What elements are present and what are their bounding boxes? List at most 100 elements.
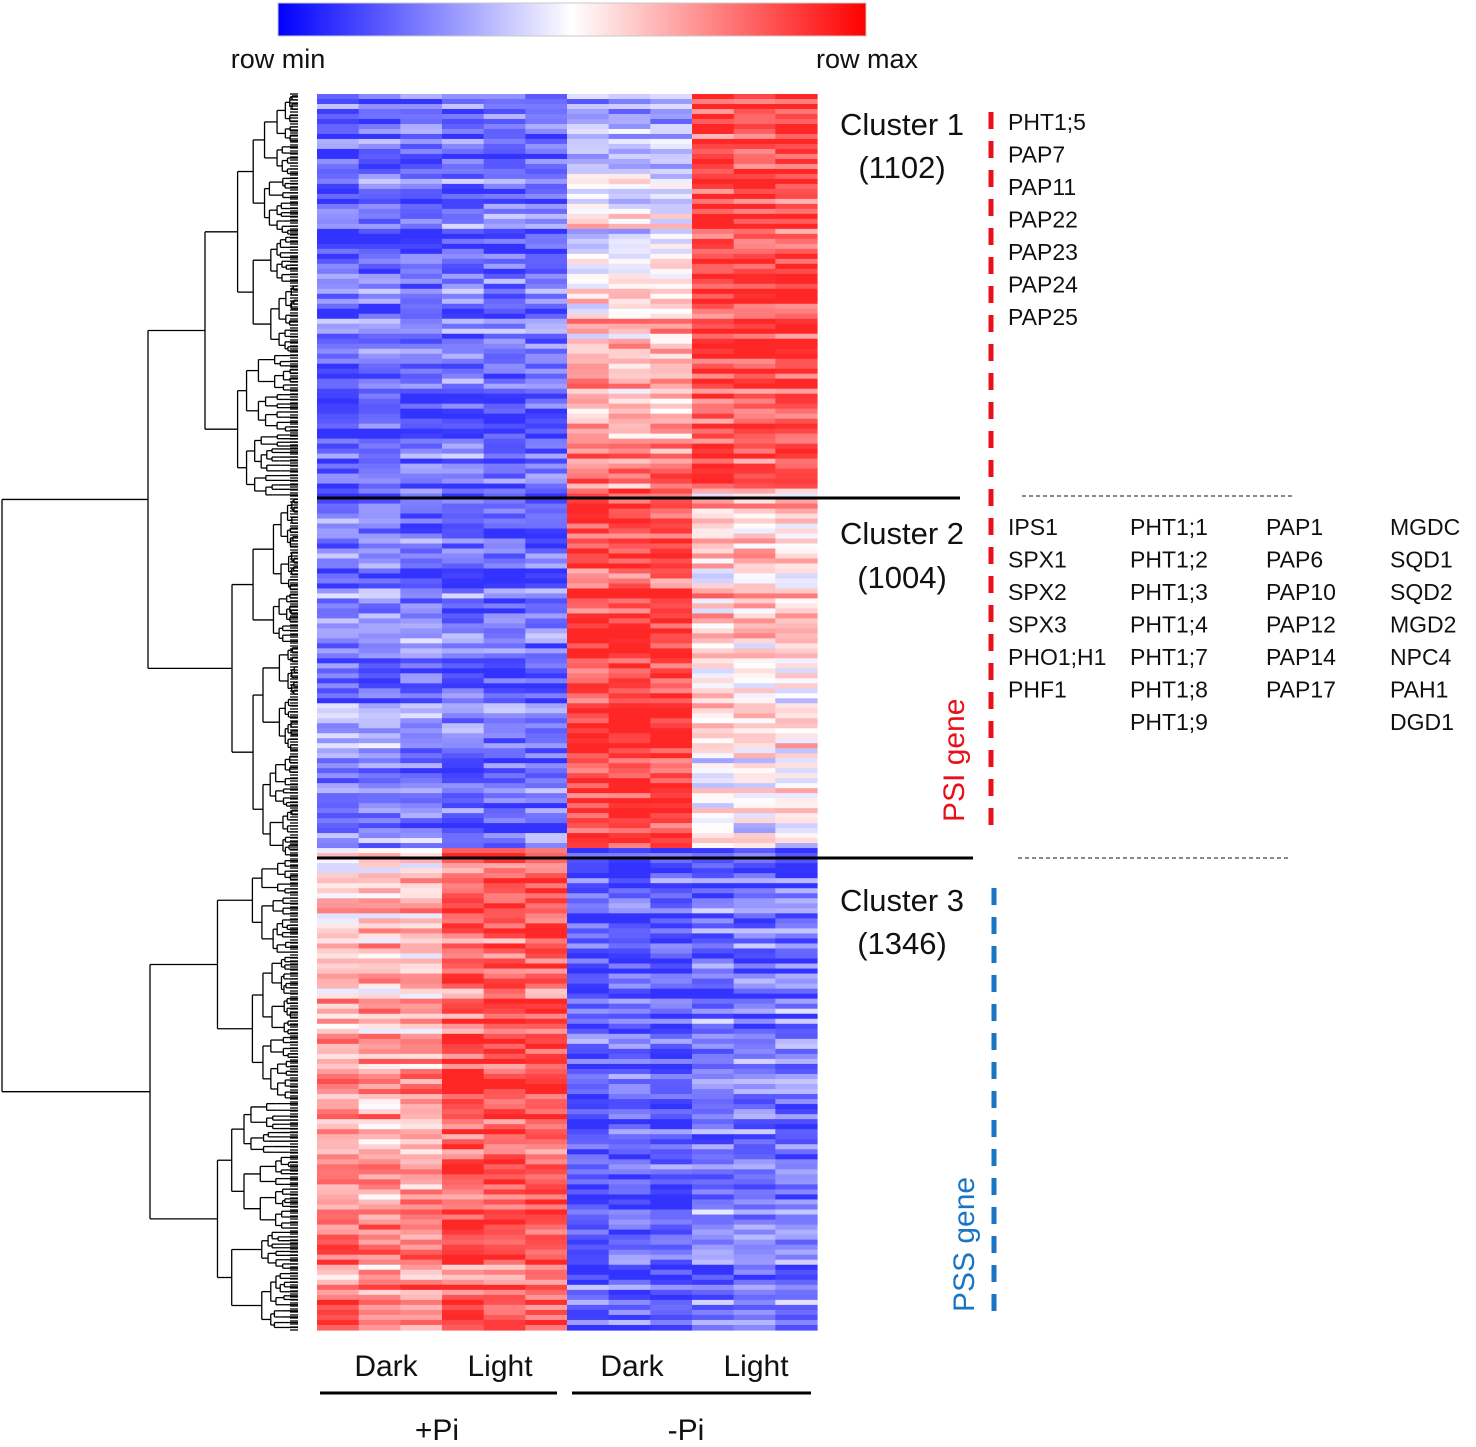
heatmap-cell — [400, 108, 443, 115]
heatmap-cell — [567, 473, 610, 480]
heatmap-cell — [525, 1254, 568, 1261]
heatmap-cell — [525, 1149, 568, 1155]
heatmap-cell — [692, 1254, 735, 1261]
heatmap-cell — [317, 458, 360, 465]
heatmap-cell — [442, 228, 485, 235]
heatmap-cell — [483, 258, 526, 265]
scale-max-label: row max — [816, 44, 919, 74]
heatmap-cell — [567, 1149, 610, 1155]
heatmap-cell — [400, 1008, 443, 1015]
heatmap-cell — [442, 723, 485, 729]
heatmap-cell — [317, 418, 360, 425]
heatmap-cell — [525, 1324, 568, 1331]
heatmap-cell — [733, 528, 776, 535]
heatmap-cell — [567, 658, 610, 664]
heatmap-cell — [733, 323, 776, 330]
heatmap-cell — [692, 208, 735, 215]
heatmap-cell — [733, 568, 776, 575]
heatmap-cell — [733, 253, 776, 260]
heatmap-cell — [317, 688, 360, 694]
heatmap-cell — [567, 498, 610, 505]
heatmap-cell — [775, 753, 818, 759]
heatmap-cell — [692, 998, 735, 1005]
heatmap-cell — [567, 213, 610, 220]
heatmap-cell — [358, 333, 401, 340]
heatmap-cell — [650, 843, 693, 849]
heatmap-cell — [400, 1214, 443, 1221]
heatmap-cell — [525, 653, 568, 659]
heatmap-cell — [442, 313, 485, 320]
heatmap-cell — [692, 903, 735, 909]
heatmap-cell — [483, 658, 526, 664]
heatmap-cell — [442, 1094, 485, 1100]
heatmap-cell — [317, 1099, 360, 1105]
heatmap-cell — [483, 98, 526, 105]
heatmap-cell — [483, 973, 526, 980]
heatmap-cell — [317, 398, 360, 405]
heatmap-cell — [567, 398, 610, 405]
heatmap-cell — [483, 673, 526, 679]
heatmap-cell — [650, 1109, 693, 1115]
heatmap-cell — [483, 633, 526, 639]
heatmap-cell — [525, 648, 568, 654]
cluster-3-count: (1346) — [857, 926, 947, 961]
heatmap-cell — [358, 1194, 401, 1201]
heatmap-cell — [567, 468, 610, 475]
heatmap-cell — [317, 1194, 360, 1201]
gene-label: PHT1;1 — [1130, 514, 1208, 540]
heatmap-cell — [442, 373, 485, 380]
heatmap-cell — [775, 973, 818, 980]
heatmap-cell — [358, 368, 401, 375]
heatmap-cell — [400, 298, 443, 305]
heatmap-cell — [442, 503, 485, 510]
heatmap-cell — [650, 923, 693, 929]
heatmap-cell — [442, 378, 485, 385]
heatmap-cell — [608, 1013, 651, 1020]
heatmap-cell — [525, 823, 568, 829]
heatmap-cell — [650, 1104, 693, 1110]
heatmap-cell — [525, 348, 568, 355]
heatmap-cell — [400, 123, 443, 130]
heatmap-cell — [608, 843, 651, 849]
heatmap-cell — [400, 228, 443, 235]
heatmap-cell — [692, 823, 735, 829]
cluster-1-name: Cluster 1 — [840, 107, 964, 142]
heatmap-cell — [442, 1169, 485, 1175]
heatmap-cell — [483, 1219, 526, 1226]
column-label-pi-minus-dark: Dark — [600, 1350, 664, 1383]
heatmap-cell — [692, 1073, 735, 1080]
heatmap-cell — [692, 1013, 735, 1020]
gene-label: PAP11 — [1008, 174, 1076, 200]
heatmap-cell — [525, 928, 568, 934]
heatmap-cell — [733, 778, 776, 784]
heatmap-cell — [400, 913, 443, 919]
heatmap-cell — [567, 193, 610, 200]
heatmap-cell — [400, 958, 443, 965]
heatmap-cell — [400, 1099, 443, 1105]
heatmap-cell — [733, 113, 776, 120]
heatmap-cell — [483, 978, 526, 985]
heatmap-cell — [692, 163, 735, 170]
heatmap-cell — [317, 1129, 360, 1135]
heatmap-cell — [775, 1028, 818, 1035]
heatmap-cell — [608, 963, 651, 970]
heatmap-cell — [442, 148, 485, 155]
heatmap-cell — [483, 623, 526, 629]
heatmap-cell — [692, 843, 735, 849]
heatmap-cell — [650, 858, 693, 864]
heatmap-cell — [358, 668, 401, 674]
heatmap-cell — [650, 733, 693, 739]
heatmap-cell — [608, 803, 651, 809]
heatmap-cell — [525, 1043, 568, 1050]
heatmap-cell — [775, 743, 818, 749]
heatmap-cell — [650, 643, 693, 649]
heatmap-cell — [733, 768, 776, 774]
heatmap-cell — [442, 183, 485, 190]
heatmap-cell — [358, 1189, 401, 1196]
heatmap-cell — [525, 388, 568, 395]
heatmap-cell — [442, 413, 485, 420]
heatmap-cell — [692, 513, 735, 520]
heatmap-cell — [400, 143, 443, 150]
heatmap-cell — [608, 283, 651, 290]
heatmap-cell — [483, 188, 526, 195]
